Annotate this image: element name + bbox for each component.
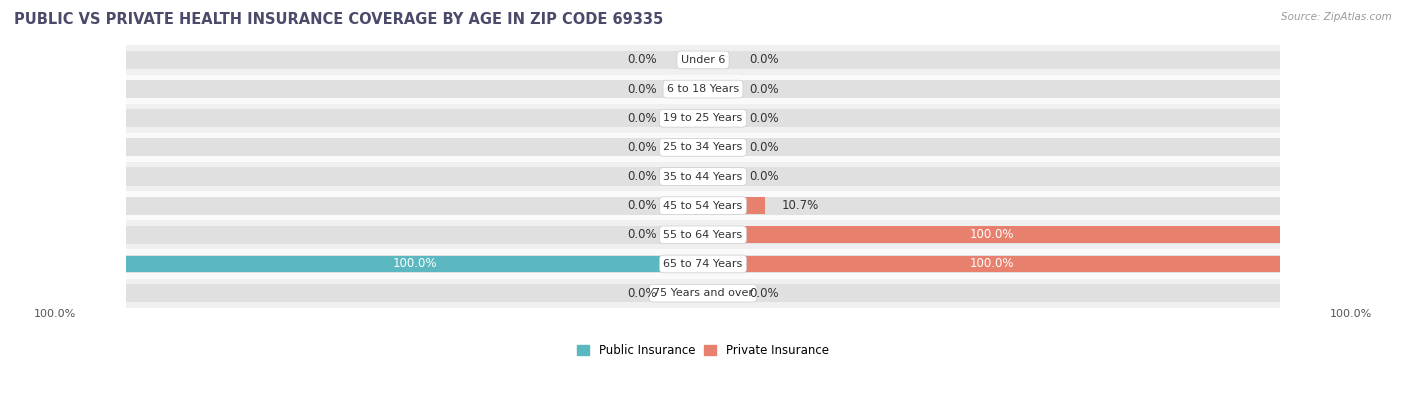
Text: 0.0%: 0.0%: [749, 112, 779, 125]
Bar: [127, 109, 703, 127]
Text: 65 to 74 Years: 65 to 74 Years: [664, 259, 742, 269]
Bar: [703, 109, 1279, 127]
Legend: Public Insurance, Private Insurance: Public Insurance, Private Insurance: [572, 339, 834, 362]
Text: 0.0%: 0.0%: [627, 199, 657, 212]
Text: 0.0%: 0.0%: [627, 83, 657, 95]
Bar: [703, 197, 1279, 215]
Text: 0.0%: 0.0%: [749, 170, 779, 183]
Bar: [127, 255, 703, 273]
Bar: [703, 168, 1279, 185]
Bar: [703, 255, 1279, 273]
Text: 55 to 64 Years: 55 to 64 Years: [664, 230, 742, 240]
Text: 0.0%: 0.0%: [627, 112, 657, 125]
Bar: [703, 284, 1279, 302]
Bar: [127, 249, 1279, 278]
Bar: [127, 168, 703, 185]
Text: 6 to 18 Years: 6 to 18 Years: [666, 84, 740, 94]
Text: 100.0%: 100.0%: [969, 228, 1014, 241]
Text: 45 to 54 Years: 45 to 54 Years: [664, 201, 742, 211]
Text: 100.0%: 100.0%: [392, 257, 437, 271]
Bar: [127, 45, 1279, 74]
Bar: [127, 220, 1279, 249]
Text: 75 Years and over: 75 Years and over: [652, 288, 754, 298]
Bar: [127, 197, 703, 215]
Bar: [127, 133, 1279, 162]
Text: 0.0%: 0.0%: [749, 287, 779, 299]
Bar: [127, 104, 1279, 133]
Bar: [127, 138, 703, 157]
Bar: [127, 80, 703, 98]
Text: 0.0%: 0.0%: [749, 83, 779, 95]
Bar: [703, 226, 1279, 244]
Text: 100.0%: 100.0%: [969, 257, 1014, 271]
Bar: [703, 197, 765, 214]
Bar: [127, 284, 703, 302]
Bar: [703, 80, 1279, 98]
Bar: [703, 226, 1279, 243]
Bar: [127, 256, 703, 273]
Text: 0.0%: 0.0%: [627, 287, 657, 299]
Bar: [127, 51, 703, 69]
Text: 0.0%: 0.0%: [627, 141, 657, 154]
Text: 100.0%: 100.0%: [34, 309, 76, 319]
Bar: [127, 74, 1279, 104]
Text: 19 to 25 Years: 19 to 25 Years: [664, 113, 742, 123]
Text: Source: ZipAtlas.com: Source: ZipAtlas.com: [1281, 12, 1392, 22]
Text: 0.0%: 0.0%: [627, 53, 657, 66]
Text: PUBLIC VS PRIVATE HEALTH INSURANCE COVERAGE BY AGE IN ZIP CODE 69335: PUBLIC VS PRIVATE HEALTH INSURANCE COVER…: [14, 12, 664, 27]
Text: 0.0%: 0.0%: [627, 170, 657, 183]
Text: 0.0%: 0.0%: [749, 53, 779, 66]
Text: 25 to 34 Years: 25 to 34 Years: [664, 142, 742, 152]
Text: 0.0%: 0.0%: [627, 228, 657, 241]
Bar: [127, 226, 703, 244]
Bar: [703, 51, 1279, 69]
Bar: [703, 138, 1279, 157]
Bar: [127, 278, 1279, 308]
Text: Under 6: Under 6: [681, 55, 725, 65]
Bar: [127, 191, 1279, 220]
Bar: [127, 162, 1279, 191]
Text: 10.7%: 10.7%: [782, 199, 820, 212]
Text: 100.0%: 100.0%: [1330, 309, 1372, 319]
Text: 0.0%: 0.0%: [749, 141, 779, 154]
Bar: [703, 256, 1279, 273]
Text: 35 to 44 Years: 35 to 44 Years: [664, 171, 742, 182]
